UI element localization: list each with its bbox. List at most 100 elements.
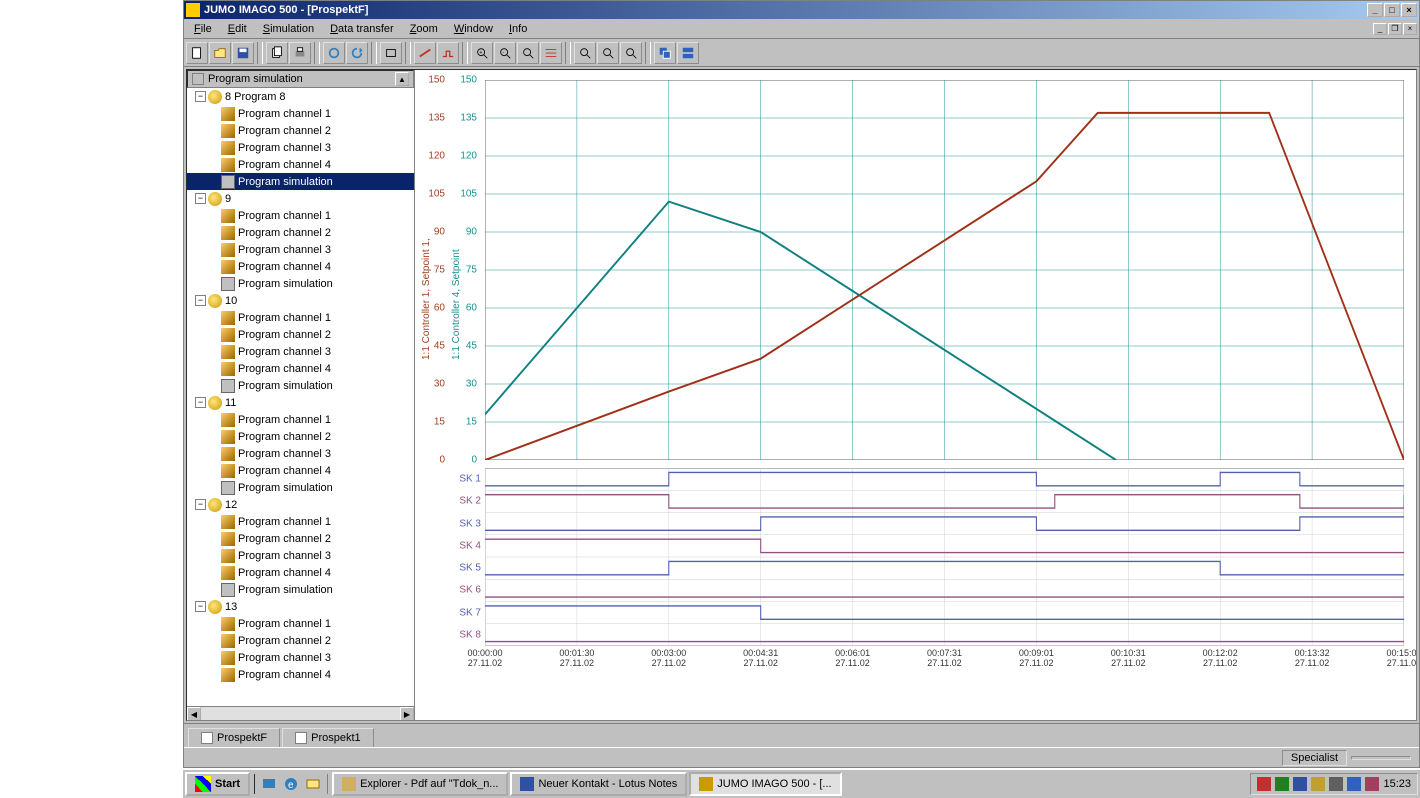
taskbar-task[interactable]: JUMO IMAGO 500 - [... (689, 772, 841, 796)
menu-data-transfer[interactable]: Data transfer (322, 21, 402, 37)
tree-item[interactable]: Program channel 2 (187, 632, 414, 649)
tile-button[interactable] (677, 42, 699, 64)
tree-item[interactable]: Program channel 3 (187, 547, 414, 564)
tree-h-scrollbar[interactable]: ◀ ▶ (187, 706, 414, 720)
tree-group[interactable]: −8 Program 8 (187, 88, 414, 105)
menu-edit[interactable]: Edit (220, 21, 255, 37)
tree-item[interactable]: Program channel 3 (187, 649, 414, 666)
close-button[interactable]: × (1401, 3, 1417, 17)
doc-tab[interactable]: Prospekt1 (282, 728, 374, 747)
doc-tab[interactable]: ProspektF (188, 728, 280, 747)
tree-item[interactable]: Program channel 2 (187, 428, 414, 445)
menu-window[interactable]: Window (446, 21, 501, 37)
tree-collapse-icon[interactable]: − (195, 397, 206, 408)
ql-ie-icon[interactable]: e (281, 774, 301, 794)
tree-group[interactable]: −12 (187, 496, 414, 513)
tree-item[interactable]: Program channel 1 (187, 411, 414, 428)
tree-item[interactable]: Program channel 4 (187, 564, 414, 581)
menu-info[interactable]: Info (501, 21, 535, 37)
tree-item[interactable]: Program channel 1 (187, 615, 414, 632)
tree-item[interactable]: Program channel 3 (187, 139, 414, 156)
tray-clock: 15:23 (1383, 778, 1411, 790)
zoom-out-button[interactable]: - (494, 42, 516, 64)
tree-item[interactable]: Program channel 2 (187, 530, 414, 547)
ql-outlook-icon[interactable] (303, 774, 323, 794)
minimize-button[interactable]: _ (1367, 3, 1383, 17)
mdi-close-button[interactable]: × (1403, 23, 1417, 35)
tree-item[interactable]: Program channel 1 (187, 207, 414, 224)
tree-item[interactable]: Program channel 3 (187, 445, 414, 462)
tray-icon[interactable] (1311, 777, 1325, 791)
tray-icon[interactable] (1257, 777, 1271, 791)
mdi-minimize-button[interactable]: _ (1373, 23, 1387, 35)
device-button[interactable] (380, 42, 402, 64)
tree-item[interactable]: Program channel 4 (187, 360, 414, 377)
zoom-x-in-button[interactable] (574, 42, 596, 64)
open-button[interactable] (209, 42, 231, 64)
tray-icon[interactable] (1347, 777, 1361, 791)
tree-item[interactable]: Program channel 4 (187, 258, 414, 275)
new-button[interactable] (186, 42, 208, 64)
line2-button[interactable] (437, 42, 459, 64)
tree-item[interactable]: Program simulation (187, 377, 414, 394)
tree-item[interactable]: Program channel 4 (187, 666, 414, 683)
tree-item[interactable]: Program simulation (187, 173, 414, 190)
save-button[interactable] (232, 42, 254, 64)
start-button[interactable]: Start (185, 772, 250, 796)
tree-scroll-up-button[interactable]: ▲ (395, 72, 409, 86)
tree-collapse-icon[interactable]: − (195, 499, 206, 510)
zoom-in-button[interactable]: + (471, 42, 493, 64)
tree-scroll-left-button[interactable]: ◀ (187, 707, 201, 720)
tree-item[interactable]: Program simulation (187, 479, 414, 496)
tree-group[interactable]: −10 (187, 292, 414, 309)
tree-item[interactable]: Program channel 2 (187, 224, 414, 241)
tree-scroll-right-button[interactable]: ▶ (400, 707, 414, 720)
tray-icon[interactable] (1293, 777, 1307, 791)
tree-item[interactable]: Program simulation (187, 275, 414, 292)
tree-item[interactable]: Program simulation (187, 581, 414, 598)
menu-simulation[interactable]: Simulation (255, 21, 322, 37)
digital-track-label: SK 2 (459, 496, 481, 507)
tree-group[interactable]: −9 (187, 190, 414, 207)
tree-item[interactable]: Program channel 1 (187, 309, 414, 326)
ql-desktop-icon[interactable] (259, 774, 279, 794)
tree-item[interactable]: Program channel 2 (187, 122, 414, 139)
mdi-restore-button[interactable]: ❐ (1388, 23, 1402, 35)
tree-collapse-icon[interactable]: − (195, 601, 206, 612)
cascade-button[interactable] (654, 42, 676, 64)
tree-item[interactable]: Program channel 3 (187, 343, 414, 360)
tree-item[interactable]: Program channel 2 (187, 326, 414, 343)
zoom-range-button[interactable] (540, 42, 562, 64)
tree-item[interactable]: Program channel 1 (187, 105, 414, 122)
tree-item[interactable]: Program channel 3 (187, 241, 414, 258)
channel-icon (221, 345, 235, 359)
tree-content[interactable]: −8 Program 8Program channel 1Program cha… (187, 88, 414, 720)
maximize-button[interactable]: □ (1384, 3, 1400, 17)
doc-tab-label: Prospekt1 (311, 732, 361, 744)
refresh-button[interactable] (346, 42, 368, 64)
tree-item[interactable]: Program channel 1 (187, 513, 414, 530)
taskbar-task[interactable]: Explorer - Pdf auf "Tdok_n... (332, 772, 508, 796)
copy-button[interactable] (266, 42, 288, 64)
tree-group[interactable]: −11 (187, 394, 414, 411)
tray-icon[interactable] (1275, 777, 1289, 791)
tray-icon[interactable] (1329, 777, 1343, 791)
tree-group[interactable]: −13 (187, 598, 414, 615)
zoom-x-out-button[interactable] (597, 42, 619, 64)
menu-file[interactable]: File (186, 21, 220, 37)
tree-collapse-icon[interactable]: − (195, 91, 206, 102)
tray-icon[interactable] (1365, 777, 1379, 791)
y1-tick-label: 30 (417, 379, 445, 390)
tree-collapse-icon[interactable]: − (195, 295, 206, 306)
line1-button[interactable] (414, 42, 436, 64)
menu-zoom[interactable]: Zoom (402, 21, 446, 37)
zoom-x-fit-button[interactable] (620, 42, 642, 64)
transfer-button[interactable] (323, 42, 345, 64)
zoom-fit-button[interactable] (517, 42, 539, 64)
tree-collapse-icon[interactable]: − (195, 193, 206, 204)
tree-scroll-track[interactable] (201, 707, 400, 720)
tree-item[interactable]: Program channel 4 (187, 462, 414, 479)
taskbar-task[interactable]: Neuer Kontakt - Lotus Notes (510, 772, 687, 796)
tree-item[interactable]: Program channel 4 (187, 156, 414, 173)
print-button[interactable] (289, 42, 311, 64)
